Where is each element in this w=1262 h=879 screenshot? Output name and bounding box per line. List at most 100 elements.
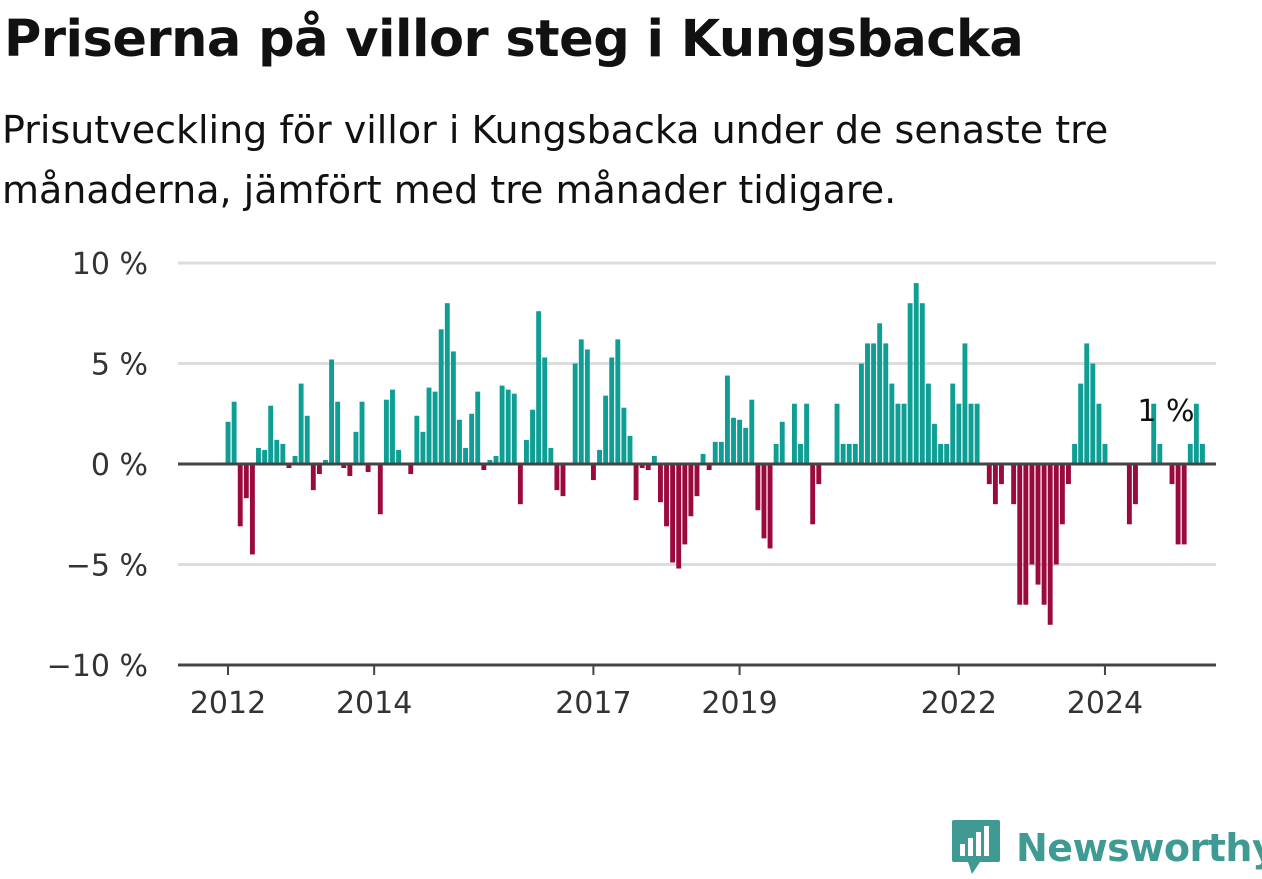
bar-negative <box>986 464 992 485</box>
newsworthy-logo: Newsworthy <box>950 818 1262 878</box>
bar-positive <box>852 443 858 464</box>
bar-positive <box>469 413 475 464</box>
bar-positive <box>457 419 462 464</box>
bar-negative <box>670 464 676 563</box>
bar-positive <box>883 343 889 464</box>
bar-negative <box>249 464 255 555</box>
bar-positive <box>542 357 548 464</box>
bar-chart-speech-icon <box>952 820 1000 874</box>
bar-positive <box>1078 383 1084 464</box>
bar-negative <box>1011 464 1017 505</box>
y-tick-label: 0 % <box>91 448 148 483</box>
bar-negative <box>639 464 645 469</box>
bar-negative <box>688 464 694 517</box>
bar-positive <box>858 363 864 464</box>
bar-negative <box>694 464 700 497</box>
bar-positive <box>597 449 602 464</box>
x-tick-label: 2014 <box>336 686 412 721</box>
bar-negative <box>591 464 596 481</box>
bar-negative <box>767 464 773 549</box>
bar-positive <box>743 427 749 464</box>
bar-positive <box>329 359 335 464</box>
bar-positive <box>359 401 365 464</box>
bar-positive <box>901 403 907 464</box>
bars <box>225 283 1205 625</box>
bar-positive <box>323 459 328 464</box>
bar-positive <box>536 311 542 464</box>
y-tick-label: 5 % <box>91 348 148 383</box>
bar-positive <box>1157 443 1163 464</box>
bar-positive <box>932 423 937 464</box>
bar-negative <box>341 464 347 469</box>
axes <box>178 462 1216 667</box>
bar-negative <box>657 464 663 503</box>
x-tick-label: 2017 <box>555 686 631 721</box>
bar-positive <box>225 421 231 464</box>
bar-positive <box>779 421 785 464</box>
bar-positive <box>700 453 706 464</box>
x-tick-label: 2024 <box>1067 686 1143 721</box>
bar-negative <box>377 464 383 515</box>
y-tick-label: −5 % <box>66 549 148 584</box>
bar-positive <box>511 393 517 464</box>
bar-positive <box>1193 403 1199 464</box>
bar-negative <box>664 464 669 527</box>
bar-positive <box>950 383 956 464</box>
bar-positive <box>335 401 341 464</box>
bar-positive <box>426 387 432 464</box>
chart-subtitle: Prisutveckling för villor i Kungsbacka u… <box>2 108 1109 212</box>
bar-positive <box>718 441 724 464</box>
bar-positive <box>1151 403 1157 464</box>
bar-positive <box>944 443 950 464</box>
bar-positive <box>925 383 931 464</box>
bar-positive <box>463 447 468 464</box>
x-tick-label: 2012 <box>190 686 266 721</box>
bar-positive <box>487 459 493 464</box>
bar-positive <box>1102 443 1108 464</box>
bar-negative <box>1017 464 1023 605</box>
brand-name: Newsworthy <box>1016 826 1262 870</box>
bar-negative <box>1169 464 1175 485</box>
bar-negative <box>554 464 560 491</box>
bar-positive <box>432 391 438 464</box>
bar-positive <box>907 303 913 464</box>
bar-negative <box>347 464 353 477</box>
bar-negative <box>481 464 487 471</box>
bar-positive <box>383 399 389 464</box>
bar-positive <box>968 403 974 464</box>
bar-positive <box>524 439 529 464</box>
x-tick-label: 2022 <box>921 686 997 721</box>
bar-negative <box>816 464 822 485</box>
bar-positive <box>615 339 621 464</box>
chart-title: Priserna på villor steg i Kungsbacka <box>4 10 1024 69</box>
y-axis-labels: 10 % 5 % 0 % −5 % −10 % <box>47 247 148 684</box>
bar-positive <box>938 443 944 464</box>
bar-negative <box>682 464 688 545</box>
bar-negative <box>1053 464 1059 565</box>
bar-negative <box>1175 464 1181 545</box>
bar-positive <box>627 435 633 464</box>
bar-negative <box>633 464 639 501</box>
bar-positive <box>1072 443 1077 464</box>
bar-negative <box>645 464 651 471</box>
bar-negative <box>316 464 322 475</box>
bar-negative <box>1059 464 1065 525</box>
bar-positive <box>834 403 840 464</box>
bar-negative <box>676 464 682 569</box>
bar-negative <box>517 464 523 505</box>
bar-negative <box>1047 464 1053 625</box>
bar-positive <box>871 343 877 464</box>
bar-positive <box>268 405 274 464</box>
bar-negative <box>310 464 316 491</box>
bar-positive <box>804 403 810 464</box>
bar-positive <box>231 401 237 464</box>
bar-negative <box>810 464 816 525</box>
bar-positive <box>974 403 980 464</box>
bar-positive <box>621 407 627 464</box>
bar-positive <box>584 349 590 464</box>
bar-chart: 10 % 5 % 0 % −5 % −10 % 2012 2014 2017 2019 2022… <box>47 247 1216 721</box>
bar-negative <box>761 464 767 539</box>
bar-positive <box>737 419 743 464</box>
bar-positive <box>530 409 535 464</box>
bar-negative <box>1041 464 1047 605</box>
